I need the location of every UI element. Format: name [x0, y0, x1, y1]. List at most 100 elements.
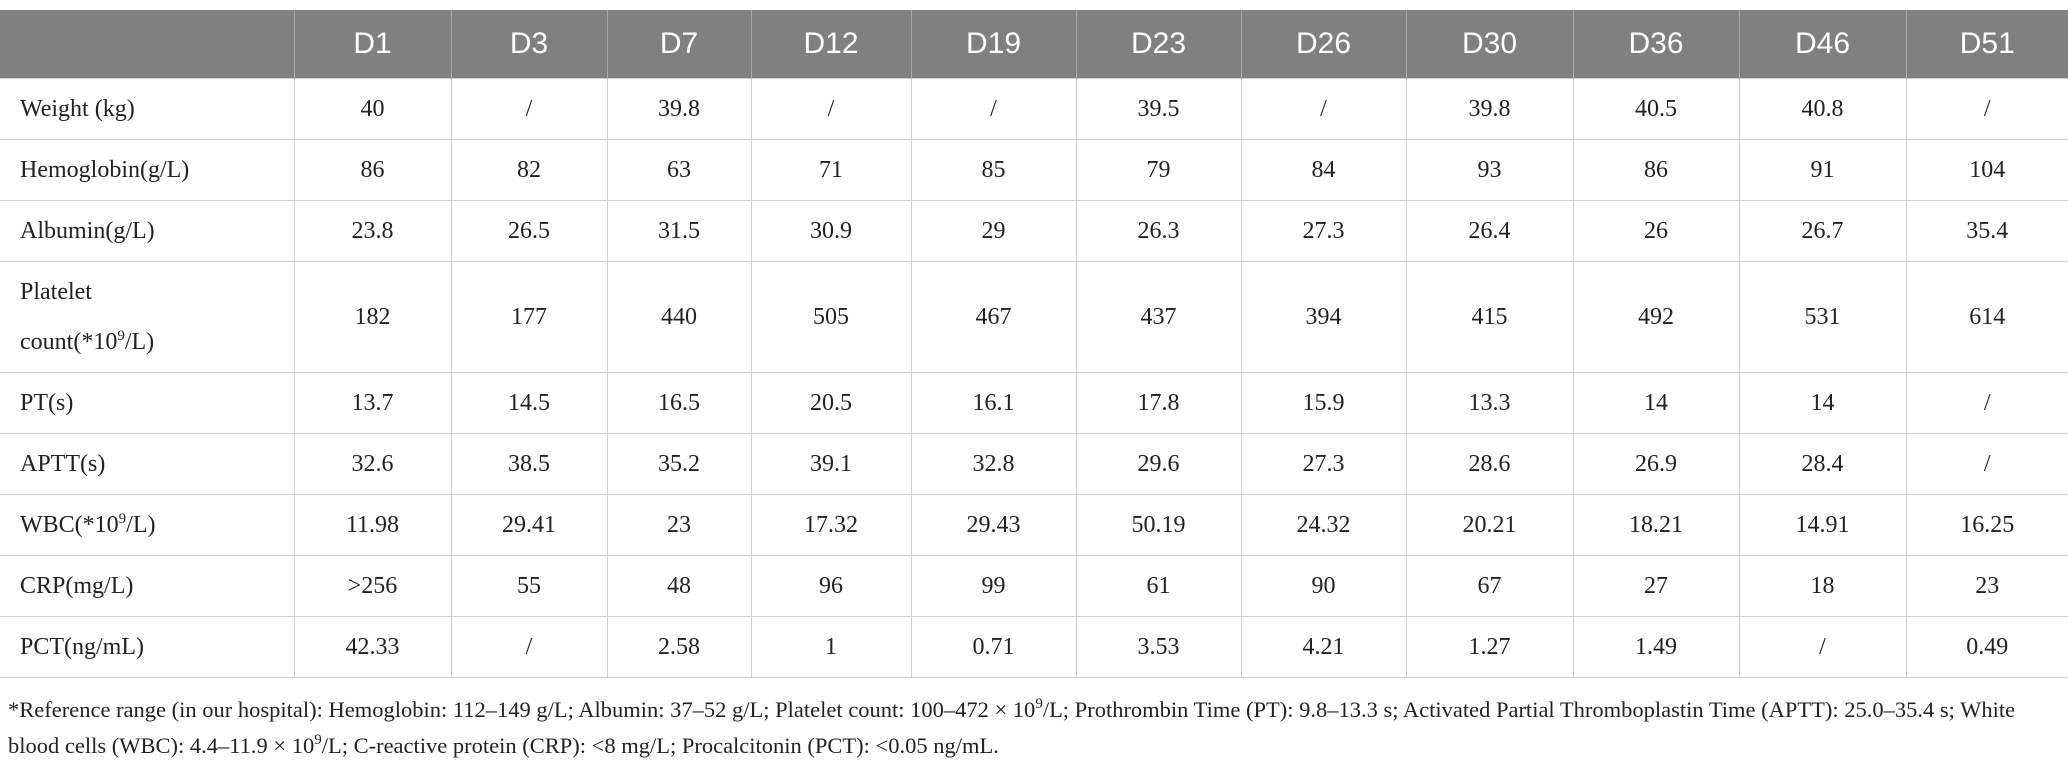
row-label: Hemoglobin(g/L): [0, 139, 295, 201]
cell: 437: [1075, 261, 1242, 373]
cell: 85: [910, 139, 1077, 201]
column-header: D19: [910, 10, 1076, 79]
table-row: Hemoglobin(g/L) 86 82 63 71 85 79 84 93 86 91 104: [0, 139, 2068, 201]
cell: 93: [1405, 139, 1574, 201]
cell: 14.91: [1738, 494, 1907, 556]
cell: 40.5: [1572, 78, 1740, 140]
cell: 26.7: [1738, 200, 1907, 262]
text: PCT(ng/mL): [20, 634, 144, 660]
cell: 16.5: [606, 372, 752, 434]
cell: 13.7: [293, 372, 452, 434]
cell: 99: [910, 555, 1077, 617]
superscript: 9: [118, 511, 127, 527]
table-row: Weight (kg) 40/39.8//39.5/39.8 40.5 40.8/: [0, 78, 2068, 140]
cell: /: [1240, 78, 1407, 140]
cell: 29.43: [910, 494, 1077, 556]
cell: 26.4: [1405, 200, 1574, 262]
cell: 23: [606, 494, 752, 556]
cell: 32.6: [293, 433, 452, 495]
cell: 440: [606, 261, 752, 373]
cell: 71: [750, 139, 912, 201]
cell: 84: [1240, 139, 1407, 201]
column-header: D36: [1572, 10, 1739, 79]
cell: /: [750, 78, 912, 140]
cell: 55: [450, 555, 608, 617]
column-header: D51: [1905, 10, 2068, 79]
cell: 3.53: [1075, 616, 1242, 678]
column-header: D30: [1405, 10, 1573, 79]
text: /L; C-reactive protein (CRP): <8 mg/L; P…: [321, 733, 999, 758]
cell: 4.21: [1240, 616, 1407, 678]
cell: 394: [1240, 261, 1407, 373]
cell: 91: [1738, 139, 1907, 201]
row-label: APTT(s): [0, 433, 295, 495]
cell: 614: [1905, 261, 2068, 373]
cell: 0.49: [1905, 616, 2068, 678]
row-label: Weight (kg): [0, 78, 295, 140]
text: /L): [124, 329, 155, 355]
cell: 14.5: [450, 372, 608, 434]
cell: /: [910, 78, 1077, 140]
cell: /: [450, 78, 608, 140]
cell: 35.2: [606, 433, 752, 495]
cell: 67: [1405, 555, 1574, 617]
text: /L): [126, 512, 156, 538]
cell: 86: [1572, 139, 1740, 201]
cell: 29.6: [1075, 433, 1242, 495]
cell: 14: [1738, 372, 1907, 434]
cell: 40.8: [1738, 78, 1907, 140]
cell: 23.8: [293, 200, 452, 262]
text: Weight (kg): [20, 96, 135, 122]
text: /L; Prothrombin Time (PT): 9.8–13.3 s; A…: [8, 697, 2016, 758]
cell: 63: [606, 139, 752, 201]
cell: 28.6: [1405, 433, 1574, 495]
cell: 40: [293, 78, 452, 140]
cell: 39.8: [1405, 78, 1574, 140]
footnote: *Reference range (in our hospital): Hemo…: [8, 692, 2058, 764]
column-header: D3: [450, 10, 607, 79]
cell: 96: [750, 555, 912, 617]
cell: 26.9: [1572, 433, 1740, 495]
cell: 104: [1905, 139, 2068, 201]
cell: >256: [293, 555, 452, 617]
table-row: PCT(ng/mL) 42.33/2.58 1 0.71 3.53 4.21 1.27 1.4…: [0, 616, 2068, 678]
cell: /: [1905, 78, 2068, 140]
cell: 29.41: [450, 494, 608, 556]
cell: 467: [910, 261, 1077, 373]
cell: 32.8: [910, 433, 1077, 495]
text: Albumin(g/L): [20, 218, 155, 244]
text: APTT(s): [20, 451, 106, 477]
cell: 23: [1905, 555, 2068, 617]
cell: 531: [1738, 261, 1907, 373]
cell: 18: [1738, 555, 1907, 617]
cell: 61: [1075, 555, 1242, 617]
cell: 50.19: [1075, 494, 1242, 556]
cell: /: [1905, 372, 2068, 434]
cell: 27.3: [1240, 200, 1407, 262]
cell: 17.32: [750, 494, 912, 556]
cell: 0.71: [910, 616, 1077, 678]
cell: 39.1: [750, 433, 912, 495]
cell: /: [1738, 616, 1907, 678]
cell: /: [450, 616, 608, 678]
cell: 2.58: [606, 616, 752, 678]
cell: 27: [1572, 555, 1740, 617]
table-row: Platelet count(*109/L) 182 177 440 505 467 437 3…: [0, 261, 2068, 373]
cell: 24.32: [1240, 494, 1407, 556]
cell: 415: [1405, 261, 1574, 373]
cell: 29: [910, 200, 1077, 262]
column-header: D23: [1075, 10, 1241, 79]
header-row: D1 D3 D7 D12 D19 D23 D26 D30 D36 D46 D51: [0, 10, 2068, 79]
cell: 86: [293, 139, 452, 201]
row-label: CRP(mg/L): [0, 555, 295, 617]
cell: 90: [1240, 555, 1407, 617]
text: count(*10: [20, 329, 118, 355]
cell: 18.21: [1572, 494, 1740, 556]
superscript: 9: [314, 732, 322, 748]
cell: 26: [1572, 200, 1740, 262]
row-label: PT(s): [0, 372, 295, 434]
row-label: WBC(*109/L): [0, 494, 295, 556]
text: PT(s): [20, 390, 74, 416]
column-header: D12: [750, 10, 911, 79]
